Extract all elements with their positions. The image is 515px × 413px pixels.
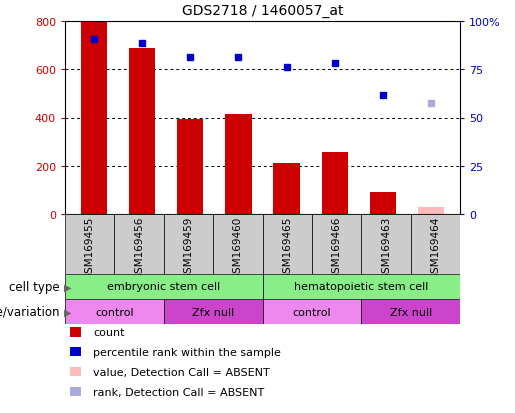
Text: GSM169460: GSM169460: [233, 216, 243, 279]
Bar: [65, 299, 164, 324]
Title: GDS2718 / 1460057_at: GDS2718 / 1460057_at: [182, 4, 344, 18]
Text: hematopoietic stem cell: hematopoietic stem cell: [294, 282, 428, 292]
Bar: [177, 119, 203, 214]
Text: embryonic stem cell: embryonic stem cell: [107, 282, 220, 292]
Text: GSM169456: GSM169456: [134, 216, 144, 280]
Text: ▶: ▶: [64, 307, 72, 317]
Text: GSM169459: GSM169459: [183, 216, 194, 280]
Text: GSM169463: GSM169463: [381, 216, 391, 280]
Text: GSM169455: GSM169455: [84, 216, 95, 280]
Bar: [263, 299, 361, 324]
Bar: [312, 214, 361, 274]
Text: count: count: [93, 327, 125, 337]
Bar: [410, 214, 460, 274]
Bar: [114, 214, 164, 274]
Text: GSM169466: GSM169466: [332, 216, 341, 280]
Text: control: control: [95, 307, 134, 317]
Text: genotype/variation: genotype/variation: [0, 305, 60, 318]
Text: percentile rank within the sample: percentile rank within the sample: [93, 347, 281, 357]
Bar: [263, 214, 312, 274]
Bar: [164, 299, 263, 324]
Bar: [81, 22, 107, 214]
Text: GSM169465: GSM169465: [282, 216, 292, 280]
Bar: [361, 214, 410, 274]
Text: ▶: ▶: [64, 282, 72, 292]
Bar: [213, 214, 263, 274]
Bar: [273, 164, 300, 214]
Bar: [65, 214, 114, 274]
Bar: [370, 193, 396, 214]
Bar: [65, 274, 263, 299]
Text: value, Detection Call = ABSENT: value, Detection Call = ABSENT: [93, 367, 270, 377]
Bar: [164, 214, 213, 274]
Bar: [225, 114, 252, 214]
Bar: [418, 207, 444, 214]
Text: Zfx null: Zfx null: [192, 307, 234, 317]
Text: control: control: [293, 307, 331, 317]
Text: GSM169464: GSM169464: [431, 216, 440, 280]
Text: cell type: cell type: [9, 280, 60, 293]
Bar: [129, 48, 156, 214]
Bar: [321, 153, 348, 214]
Bar: [263, 274, 460, 299]
Bar: [361, 299, 460, 324]
Text: rank, Detection Call = ABSENT: rank, Detection Call = ABSENT: [93, 387, 265, 396]
Text: Zfx null: Zfx null: [389, 307, 432, 317]
